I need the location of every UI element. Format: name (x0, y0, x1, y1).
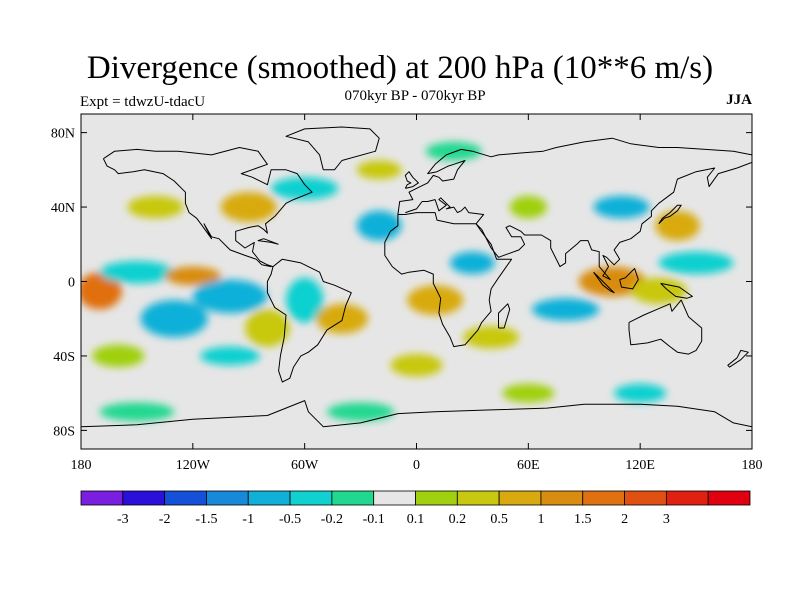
coastline-4 (405, 161, 752, 281)
field-blob-29 (425, 141, 482, 161)
coastline-0 (102, 147, 313, 268)
field-blob-9 (271, 177, 339, 200)
colorbar-label-12: 2 (621, 512, 628, 527)
coastline-3 (397, 137, 752, 215)
field-blob-30 (356, 160, 402, 180)
field-blob-24 (390, 354, 443, 377)
colorbar-label-1: -2 (159, 512, 171, 527)
coastline-10 (593, 271, 615, 294)
lon-tick-label-6: 180 (742, 458, 763, 473)
colorbar-label-2: -1.5 (195, 512, 217, 527)
colorbar-box-11 (540, 490, 584, 506)
field-blob-25 (502, 383, 555, 403)
coastline-6 (81, 400, 752, 428)
colorbar-label-10: 1 (537, 512, 544, 527)
field-blob-6 (286, 277, 324, 323)
field-blob-26 (99, 402, 175, 422)
coastline-1 (266, 258, 352, 383)
season-label: JJA (726, 92, 752, 108)
colorbar-box-12 (582, 490, 625, 506)
field-blob-0 (81, 272, 122, 310)
coastline-5 (628, 299, 703, 355)
field-blob-27 (327, 402, 395, 422)
field-blob-14 (509, 195, 547, 219)
lat-tick-label-4: 80S (53, 424, 75, 439)
field-blob-10 (356, 210, 402, 241)
colorbar-box-1 (122, 490, 166, 506)
colorbar-box-2 (164, 490, 207, 506)
field-blob-3 (164, 266, 221, 286)
colorbar-box-14 (665, 490, 709, 506)
lat-tick-label-1: 40N (51, 201, 75, 216)
field-blob-13 (463, 326, 520, 349)
colorbar-label-13: 3 (663, 512, 670, 527)
plot-area (80, 113, 753, 450)
field-blob-2 (140, 300, 208, 338)
colorbar-label-4: -0.5 (279, 512, 301, 527)
field-blob-28 (614, 383, 667, 403)
colorbar-box-15 (707, 490, 751, 506)
field-blob-8 (220, 192, 277, 222)
lat-tick-label-2: 0 (68, 276, 75, 291)
coastline-12 (660, 282, 693, 299)
coastline-2 (384, 212, 513, 348)
colorbar-label-0: -3 (117, 512, 129, 527)
field-blob-11 (407, 285, 464, 315)
field-blob-19 (655, 210, 700, 241)
lon-tick-label-5: 120E (625, 458, 655, 473)
colorbar-label-5: -0.2 (321, 512, 343, 527)
colorbar-box-7 (373, 490, 416, 506)
colorbar-box-13 (624, 490, 667, 506)
lon-tick-label-0: 180 (71, 458, 92, 473)
colorbar-box-8 (415, 490, 458, 506)
field-blob-4 (192, 279, 268, 314)
field-blob-5 (245, 309, 290, 347)
colorbar-box-0 (80, 490, 124, 506)
colorbar-label-9: 0.5 (490, 512, 508, 527)
coastline-14 (727, 349, 749, 368)
colorbar-box-4 (247, 490, 291, 506)
field-blob-1 (99, 261, 175, 284)
lon-tick-label-4: 60E (517, 458, 540, 473)
colorbar-label-11: 1.5 (574, 512, 592, 527)
coastlines (81, 126, 752, 428)
field-blob-15 (532, 298, 600, 321)
coastline-15 (257, 238, 279, 245)
colorbar-box-10 (498, 490, 542, 506)
map-axes: 80N 40N 0 40S 80S 180 120W 60W 0 60E 120E 180 (51, 114, 763, 473)
field-blob-12 (450, 251, 495, 275)
lat-tick-label-0: 80N (51, 127, 75, 142)
colorbar-label-3: -1 (242, 512, 254, 527)
colorbar-label-7: 0.1 (407, 512, 425, 527)
coastline-11 (619, 268, 639, 290)
coastline-9 (658, 204, 682, 225)
field-blob-20 (593, 195, 650, 219)
coastline-8 (404, 171, 419, 189)
colorbar-label-8: 0.2 (449, 512, 467, 527)
field-blob-23 (200, 346, 260, 366)
field-blob-18 (658, 251, 734, 275)
map-title: Divergence (smoothed) at 200 hPa (10**6 … (86, 50, 714, 86)
colorbar: -3 -2 -1.5 -1 -0.5 -0.2 -0.1 0.1 0.2 0.5 1 1.5 2 3 (80, 490, 751, 527)
lat-tick-label-3: 40S (53, 350, 75, 365)
colorbar-box-9 (456, 490, 500, 506)
colorbar-box-3 (206, 490, 249, 506)
field-blob-17 (630, 277, 687, 304)
colorbar-box-6 (331, 490, 375, 506)
coastline-13 (498, 303, 511, 329)
coastline-7 (285, 126, 380, 171)
lon-tick-label-1: 120W (176, 458, 211, 473)
colorbar-label-6: -0.1 (363, 512, 385, 527)
lon-tick-label-2: 60W (291, 458, 319, 473)
experiment-label: Expt = tdwzU-tdacU (80, 94, 206, 110)
colorbar-box-5 (289, 490, 333, 506)
field-blob-22 (92, 344, 145, 368)
lon-tick-label-3: 0 (413, 458, 420, 473)
field-blob-21 (127, 195, 184, 219)
map-subtitle: 070kyr BP - 070kyr BP (344, 88, 486, 104)
